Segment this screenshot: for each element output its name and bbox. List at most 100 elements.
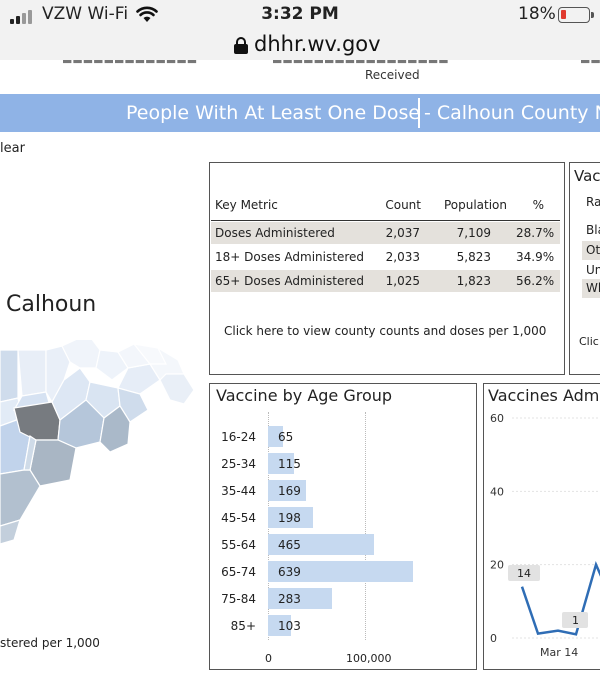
age-bar-value: 65 [278,430,294,444]
x-tick-label: Mar 14 [540,646,578,659]
administered-series-line[interactable] [520,561,600,636]
x-tick-label: 0 [265,652,272,665]
metric-population: 1,823 [456,274,491,288]
age-category-label: 85+ [230,619,256,633]
county-map[interactable] [0,340,205,550]
map-footer-label: stered per 1,000 [0,636,100,650]
age-category-label: 35-44 [221,484,256,498]
list-item: Oth [582,241,600,260]
banner-county: - Calhoun County N [424,102,600,124]
address-bar[interactable]: dhhr.wv.gov [0,30,600,60]
age-bar[interactable] [268,507,313,528]
metric-count: 1,025 [385,274,420,288]
data-label-bg [562,612,588,628]
table-header-row: Key Metric Count Population % [211,194,560,216]
vaccines-administered-chart: Vaccines Admi 0 20 40 60 14 1 Mar 14 [483,383,600,670]
list-item: Bla [582,221,600,240]
banner-title: People With At Least One Dose [126,102,421,124]
wifi-icon [136,6,158,22]
cut-off-header-row: ▬▬▬▬▬▬▬▬▬▬▬▬▬ ▬▬▬▬▬▬▬▬▬▬▬▬▬▬▬▬▬ ▬▬ [62,60,600,67]
map-county [29,439,77,487]
age-bar-value: 198 [278,511,301,525]
map-county [95,349,129,381]
age-bar[interactable] [268,480,306,501]
age-bar[interactable] [268,561,413,582]
y-tick-label: 60 [490,412,504,425]
metric-count: 2,033 [385,250,420,264]
age-bar[interactable] [268,615,291,636]
age-chart-title: Vaccine by Age Group [216,386,393,405]
age-category-label: 55-64 [221,538,256,552]
status-bar: VZW Wi-Fi 3:32 PM 18% [0,0,600,30]
table-row: Doses Administered 2,037 7,109 28.7% [211,222,560,244]
header-count[interactable]: Count [385,198,421,212]
header-percent[interactable]: % [532,198,544,212]
map-county [0,519,21,545]
map-county [117,387,149,423]
data-label: 14 [517,567,531,580]
list-item: Wh [582,279,600,298]
metric-percent: 28.7% [516,226,555,240]
age-bar[interactable] [268,588,332,609]
clock: 3:32 PM [261,4,339,24]
y-tick-label: 0 [490,632,497,645]
metric-percent: 34.9% [516,250,555,264]
age-bar-value: 283 [278,592,301,606]
lock-icon [234,37,248,54]
age-category-label: 75-84 [221,592,256,606]
x-tick-label: 100,000 [346,652,392,665]
carrier-label: VZW Wi-Fi [42,4,129,24]
data-label-bg [508,565,540,581]
header-population[interactable]: Population [443,198,507,212]
map-county [159,373,195,405]
age-group-chart: Vaccine by Age Group 0 100,000 16-24 65 25… [209,383,477,670]
metric-name: Doses Administered [215,226,335,240]
age-bar[interactable] [268,534,374,555]
age-bar[interactable] [268,426,283,447]
page-banner: People With At Least One Dose - Calhoun … [0,94,600,132]
race-row-label: Un [586,263,600,277]
age-category-label: 65-74 [221,565,256,579]
age-bar-value: 103 [278,619,301,633]
metric-population: 5,823 [456,250,491,264]
age-bar-value: 169 [278,484,301,498]
table-row: 65+ Doses Administered 1,025 1,823 56.2% [211,270,560,292]
battery-percent: 18% [518,4,556,24]
race-row-label: Bla [586,223,600,237]
key-metric-table: Key Metric Count Population % Doses Admi… [209,162,565,375]
age-bar-value: 115 [278,457,301,471]
race-header[interactable]: Ra [586,195,600,209]
map-county [99,405,131,453]
table-row: 18+ Doses Administered 2,033 5,823 34.9% [211,246,560,268]
metric-percent: 56.2% [516,274,555,288]
map-county [0,469,41,527]
map-county [23,434,37,471]
banner-divider [418,98,420,128]
map-county [17,349,47,397]
header-key-metric[interactable]: Key Metric [215,198,278,212]
race-row-label: Wh [586,281,600,295]
vaccine-race-card: Vacc Ra Bla Oth Un Wh Clic [569,162,600,375]
list-item: Un [582,261,600,280]
county-title: Calhoun [6,292,97,317]
metric-name: 18+ Doses Administered [215,250,365,264]
y-tick-label: 40 [490,485,504,498]
age-bar-value: 465 [278,538,301,552]
race-row-label: Oth [586,243,600,257]
clear-filter-link[interactable]: lear [0,141,25,156]
y-tick-label: 20 [490,559,504,572]
administered-chart-title: Vaccines Admi [488,386,600,405]
url-text[interactable]: dhhr.wv.gov [254,32,381,56]
age-category-label: 25-34 [221,457,256,471]
age-bar[interactable] [268,453,294,474]
race-card-link[interactable]: Clic [579,335,599,348]
county-counts-link[interactable]: Click here to view county counts and dos… [224,324,547,338]
metric-population: 7,109 [456,226,491,240]
race-card-title: Vacc [574,167,600,185]
administered-line-svg[interactable]: 0 20 40 60 14 1 Mar 14 [484,384,600,670]
battery-icon [558,7,594,23]
data-label: 1 [572,614,579,627]
header-divider [211,220,560,221]
metric-count: 2,037 [385,226,420,240]
age-category-label: 45-54 [221,511,256,525]
